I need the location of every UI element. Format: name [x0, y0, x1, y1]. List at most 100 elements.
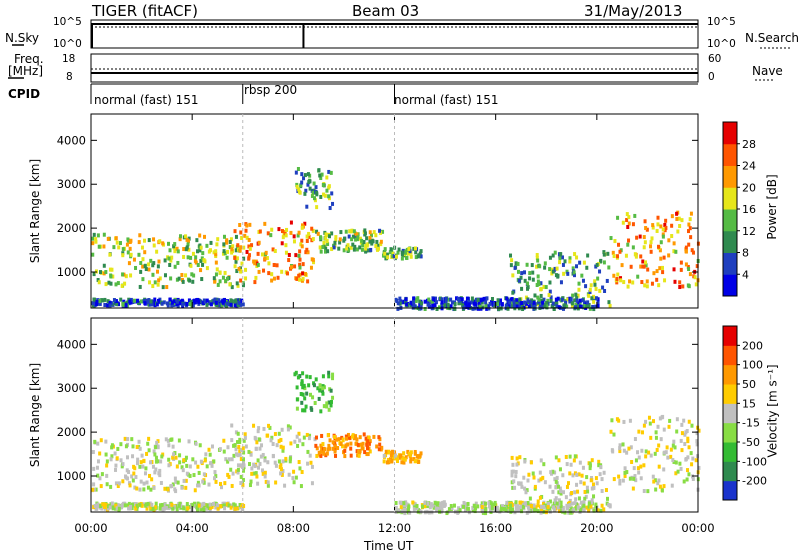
data-cell [420, 301, 424, 306]
data-cell [298, 265, 302, 270]
data-cell [327, 400, 331, 405]
data-cell [130, 474, 134, 479]
data-cell [428, 304, 432, 309]
data-cell [644, 454, 648, 459]
data-cell [684, 245, 688, 250]
data-cell [101, 502, 105, 507]
data-cell [511, 485, 515, 490]
data-cell [203, 234, 207, 239]
data-cell [174, 503, 178, 508]
data-cell [560, 255, 564, 260]
data-cell [277, 459, 281, 464]
date-title: 31/May/2013 [584, 2, 683, 20]
data-cell [346, 442, 350, 447]
data-cell [594, 507, 598, 512]
data-cell [316, 386, 320, 391]
data-cell [415, 454, 419, 459]
freq-tick-bottom: 8 [66, 71, 73, 83]
data-cell [321, 442, 325, 447]
data-cell [245, 235, 249, 240]
data-cell [233, 303, 237, 308]
data-cell [539, 287, 543, 292]
data-cell [528, 276, 532, 281]
data-cell [661, 265, 665, 270]
data-cell [184, 485, 188, 490]
data-cell [223, 506, 227, 511]
data-cell [634, 478, 638, 483]
data-cell [320, 433, 324, 438]
data-cell [656, 481, 660, 486]
data-cell [586, 489, 590, 494]
data-cell [372, 230, 376, 235]
data-cell [539, 477, 543, 482]
data-cell [592, 299, 596, 304]
data-cell [226, 249, 230, 254]
data-cell [536, 274, 540, 279]
data-cell [664, 218, 668, 223]
data-cell [153, 505, 157, 510]
data-cell [314, 435, 318, 440]
data-cell [174, 455, 178, 460]
data-cell [242, 256, 246, 261]
colorbar-tick-label: 4 [742, 268, 749, 281]
data-cell [551, 269, 555, 274]
data-cell [649, 453, 653, 458]
data-cell [301, 392, 305, 397]
data-cell [404, 297, 408, 302]
data-cell [287, 258, 291, 263]
data-cell [374, 244, 378, 249]
data-cell [513, 485, 517, 490]
data-cell [271, 442, 275, 447]
data-cell [243, 435, 247, 440]
data-cell [554, 479, 558, 484]
data-cell [96, 441, 100, 446]
data-cell [242, 457, 246, 462]
data-cell [194, 441, 198, 446]
data-cell [670, 483, 674, 488]
data-cell [234, 259, 238, 264]
data-cell [109, 273, 113, 278]
data-cell [247, 255, 251, 260]
data-cell [536, 295, 540, 300]
data-cell [571, 293, 575, 298]
data-cell [139, 260, 143, 265]
data-cell [384, 256, 388, 261]
data-cell [433, 296, 437, 301]
data-cell [327, 374, 331, 379]
data-cell [506, 508, 510, 513]
data-cell [474, 506, 478, 511]
data-cell [135, 486, 139, 491]
data-cell [656, 215, 660, 220]
data-cell [333, 449, 337, 454]
data-cell [682, 418, 686, 423]
data-cell [213, 501, 217, 506]
data-cell [245, 249, 249, 254]
data-cell [662, 467, 666, 472]
data-cell [117, 245, 121, 250]
data-cell [515, 299, 519, 304]
data-cell [508, 300, 512, 305]
data-cell [134, 265, 138, 270]
data-cell [155, 249, 159, 254]
data-cell [375, 444, 379, 449]
data-cell [584, 284, 588, 289]
data-cell [617, 242, 621, 247]
data-cell [519, 481, 523, 486]
data-cell [686, 439, 690, 444]
data-cell [509, 253, 513, 258]
data-cell [184, 234, 188, 239]
data-cell [260, 252, 264, 257]
data-cell [300, 379, 304, 384]
data-cell [474, 501, 478, 506]
data-cell [214, 249, 218, 254]
data-cell [617, 474, 621, 479]
data-cell [358, 245, 362, 250]
data-cell [578, 298, 582, 303]
data-cell [370, 241, 374, 246]
data-cell [687, 472, 691, 477]
data-cell [504, 303, 508, 308]
data-cell [170, 300, 174, 305]
data-cell [182, 254, 186, 259]
data-cell [403, 503, 407, 508]
data-cell [196, 483, 200, 488]
